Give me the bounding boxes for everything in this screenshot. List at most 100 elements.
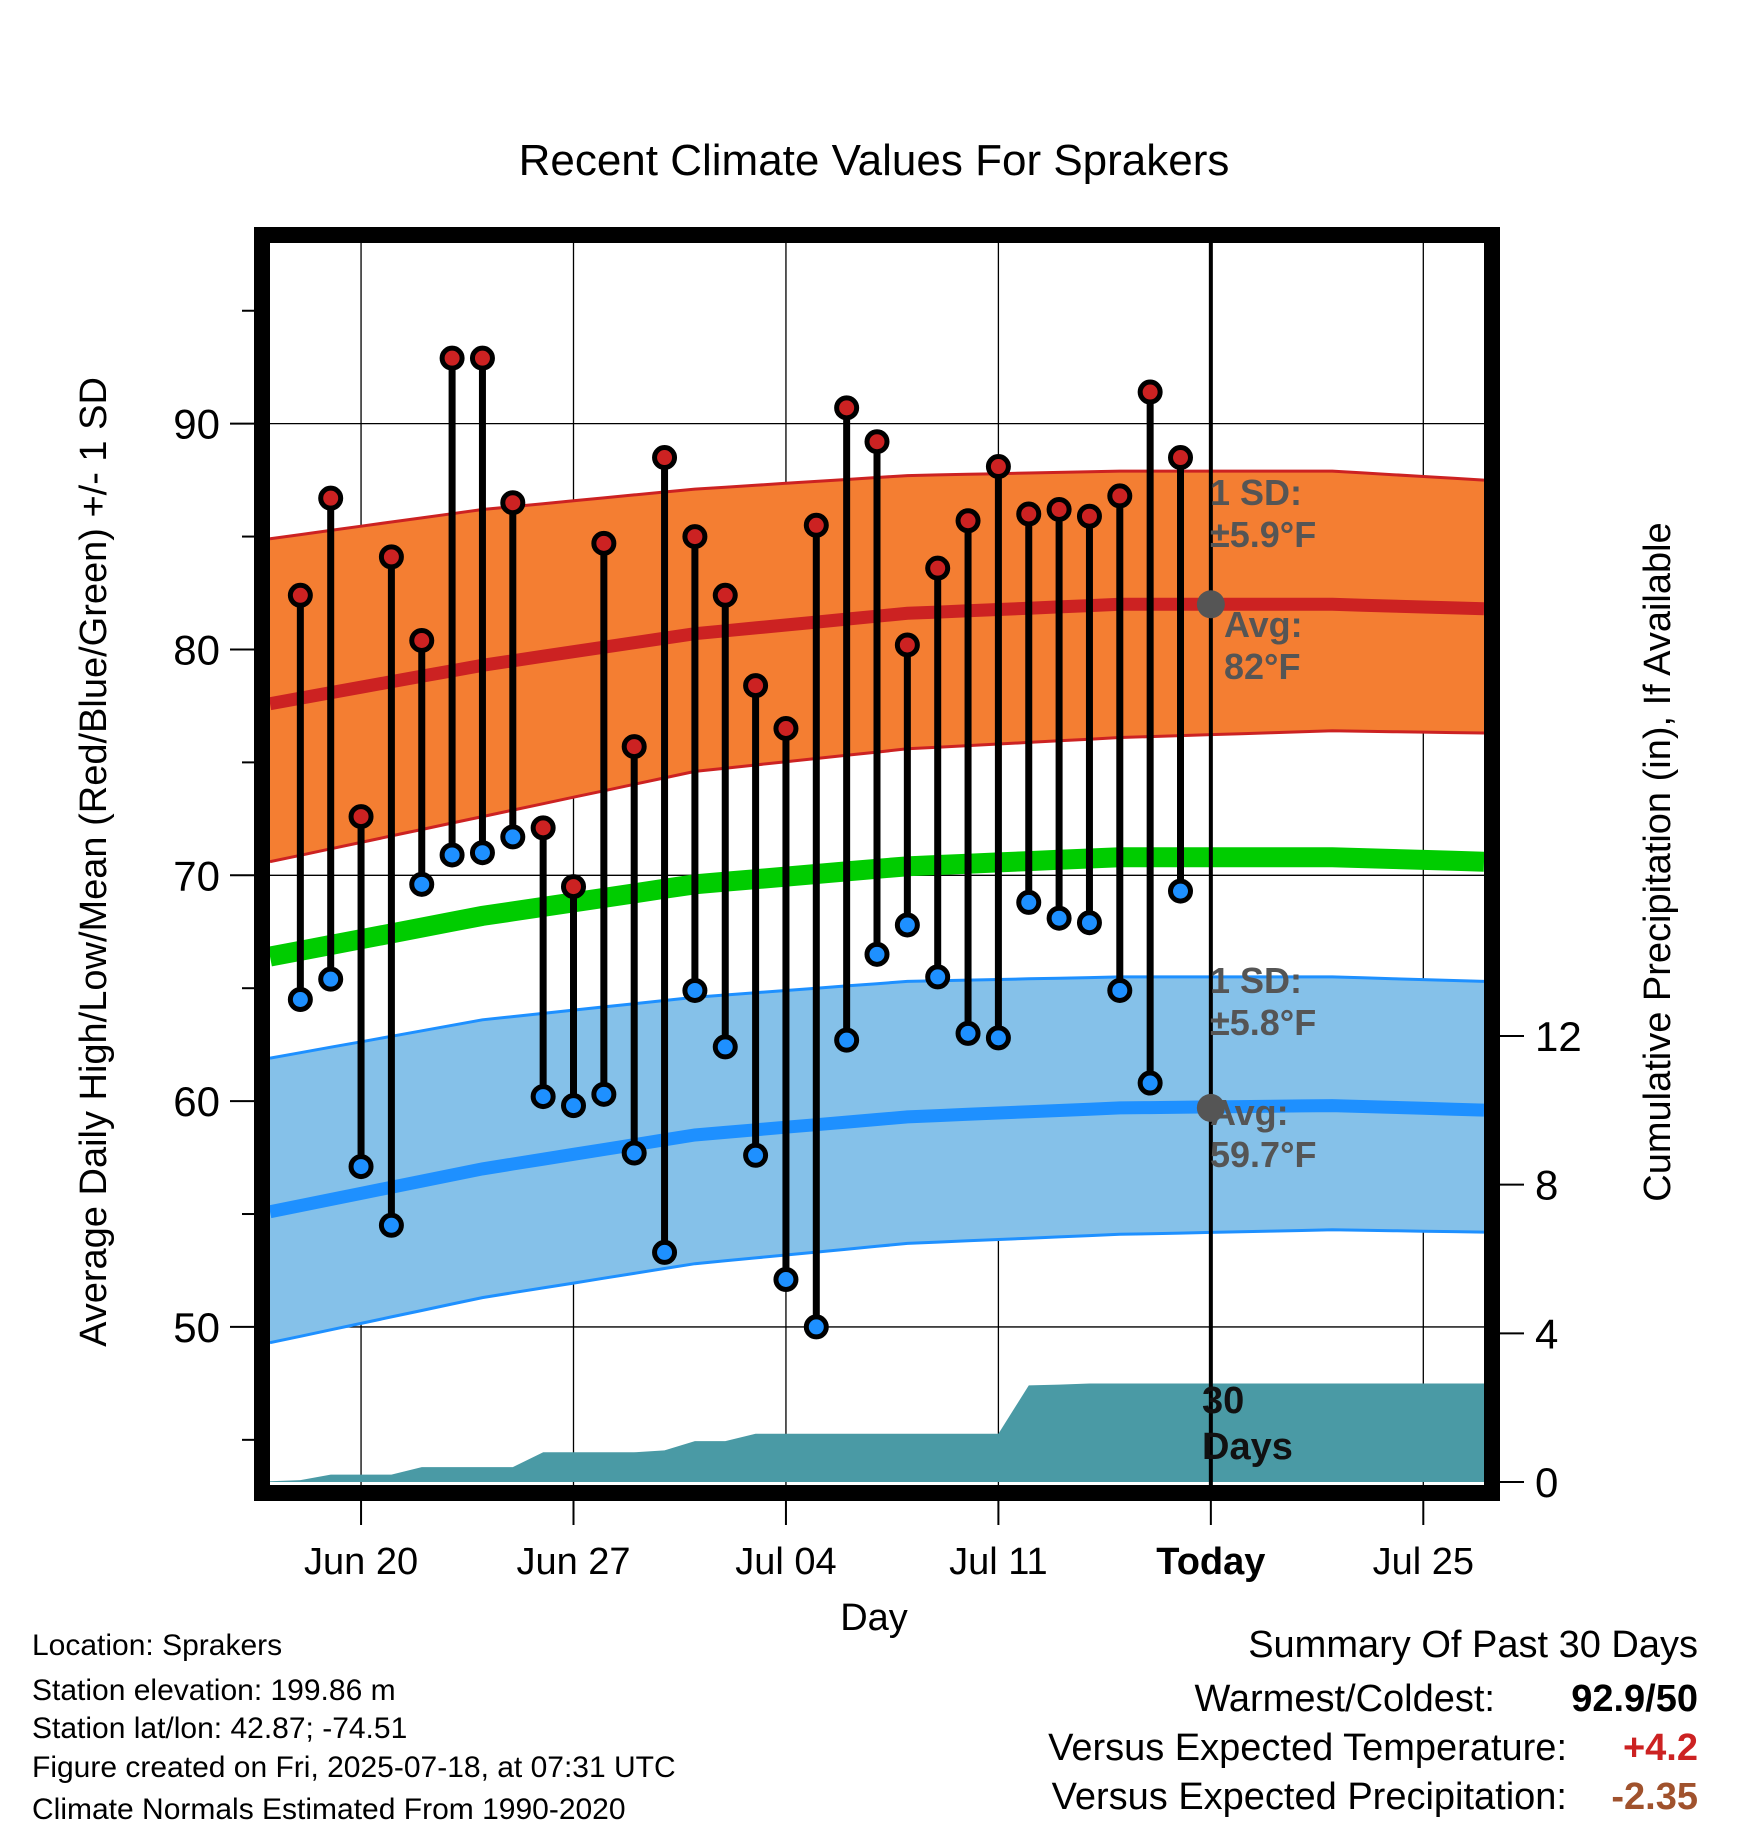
summary-warmest-label: Warmest/Coldest: — [1194, 1678, 1495, 1720]
chart-title: Recent Climate Values For Sprakers — [519, 136, 1230, 185]
avg-low-line — [270, 1099, 1484, 1219]
info-normals: Climate Normals Estimated From 1990-2020 — [32, 1793, 626, 1826]
high-point — [743, 673, 769, 699]
low-sd-lower-line — [270, 1228, 1484, 1345]
annotation-window-line: 30 — [1202, 1380, 1244, 1422]
y-tick-label: 80 — [173, 626, 220, 673]
high-point — [561, 874, 586, 900]
summary-panel: Summary Of Past 30 Days Warmest/Coldest:… — [1048, 1624, 1698, 1818]
summary-temp-label: Versus Expected Temperature: — [1048, 1727, 1567, 1769]
annotation-window-line: Days — [1202, 1426, 1293, 1468]
high-point — [378, 544, 404, 570]
summary-precip-label: Versus Expected Precipitation: — [1052, 1776, 1567, 1818]
low-point — [682, 977, 708, 1003]
high-point — [803, 512, 829, 538]
annotation-window: 30 Days — [1202, 1380, 1293, 1468]
high-point — [439, 345, 465, 371]
low-point — [348, 1154, 374, 1180]
low-point — [652, 1239, 678, 1265]
annotation-high-avg-line: Avg: — [1224, 604, 1303, 645]
annotation-low-sd-line: 1 SD: — [1210, 960, 1302, 1001]
y2-tick-label: 8 — [1535, 1162, 1558, 1209]
low-point — [378, 1212, 404, 1238]
high-point — [1137, 379, 1163, 405]
annotation-low-sd: 1 SD: ±5.8°F — [1210, 960, 1316, 1043]
low-point — [1168, 878, 1193, 904]
high-point — [530, 815, 556, 841]
low-point — [1107, 977, 1133, 1003]
high-point — [591, 530, 617, 556]
low-point — [712, 1034, 738, 1060]
y-tick-label: 70 — [173, 852, 220, 899]
y2-tick-label: 4 — [1535, 1310, 1558, 1357]
y-axis-label: Average Daily High/Low/Mean (Red/Blue/Gr… — [73, 377, 115, 1347]
y2-axis-label: Cumulative Precipitation (in), If Availa… — [1637, 522, 1679, 1201]
low-sd-upper-line — [270, 975, 1484, 1060]
summary-precip-value: -2.35 — [1611, 1776, 1698, 1818]
x-tick-label: Today — [1156, 1541, 1265, 1583]
high-point — [1046, 496, 1072, 522]
high-point — [469, 345, 495, 371]
y-tick-label: 50 — [173, 1304, 220, 1351]
x-axis-label: Day — [840, 1597, 908, 1639]
low-point — [561, 1093, 586, 1119]
high-point — [348, 804, 374, 830]
today-avg-low-marker — [1196, 1093, 1225, 1122]
high-point — [773, 716, 799, 742]
x-tick-label: Jul 11 — [949, 1541, 1048, 1583]
low-point — [287, 986, 313, 1012]
high-point — [287, 582, 313, 608]
low-point — [318, 966, 344, 992]
annotation-low-sd-line: ±5.8°F — [1210, 1002, 1316, 1043]
high-point — [985, 454, 1011, 480]
high-point — [682, 524, 708, 550]
today-avg-high-marker — [1196, 590, 1225, 619]
high-point — [712, 582, 738, 608]
high-point — [925, 555, 951, 581]
station-info: Location: Sprakers Station elevation: 19… — [32, 1629, 676, 1826]
low-point — [621, 1140, 647, 1166]
low-point — [1016, 889, 1042, 915]
info-latlon: Station lat/lon: 42.87; -74.51 — [32, 1712, 407, 1745]
summary-warmest-value: 92.9/50 — [1571, 1678, 1698, 1720]
low-point — [409, 871, 435, 897]
annotation-low-avg: Avg: 59.7°F — [1210, 1092, 1316, 1175]
annotation-low-avg-line: 59.7°F — [1210, 1134, 1316, 1175]
high-point — [1016, 501, 1042, 527]
low-point — [530, 1084, 556, 1110]
x-tick-label: Jul 04 — [735, 1541, 836, 1583]
low-point — [773, 1267, 799, 1293]
low-point — [1137, 1070, 1163, 1096]
low-point — [1046, 905, 1072, 931]
high-point — [318, 485, 344, 511]
summary-temp-value: +4.2 — [1623, 1727, 1698, 1769]
info-created: Figure created on Fri, 2025-07-18, at 07… — [32, 1751, 676, 1784]
low-point — [894, 912, 920, 938]
high-point — [1107, 483, 1133, 509]
summary-title: Summary Of Past 30 Days — [1248, 1624, 1698, 1666]
low-point — [469, 840, 495, 866]
high-point — [1168, 445, 1193, 471]
high-point — [864, 429, 890, 455]
low-point — [803, 1314, 829, 1340]
y2-tick-label: 12 — [1535, 1013, 1582, 1060]
precip-area — [270, 1383, 1484, 1482]
low-point — [834, 1027, 860, 1053]
info-elevation: Station elevation: 199.86 m — [32, 1674, 396, 1707]
plot-frame — [254, 227, 1500, 1501]
high-point — [1076, 503, 1102, 529]
annotation-high-avg: Avg: 82°F — [1224, 604, 1303, 687]
high-point — [409, 627, 435, 653]
y-tick-label: 90 — [173, 401, 220, 448]
high-point — [500, 490, 526, 516]
x-tick-label: Jul 25 — [1373, 1541, 1474, 1583]
low-point — [864, 941, 890, 967]
high-point — [621, 734, 647, 760]
low-point — [955, 1020, 981, 1046]
info-location: Location: Sprakers — [32, 1629, 282, 1662]
low-point — [1076, 910, 1102, 936]
low-point — [985, 1025, 1011, 1051]
